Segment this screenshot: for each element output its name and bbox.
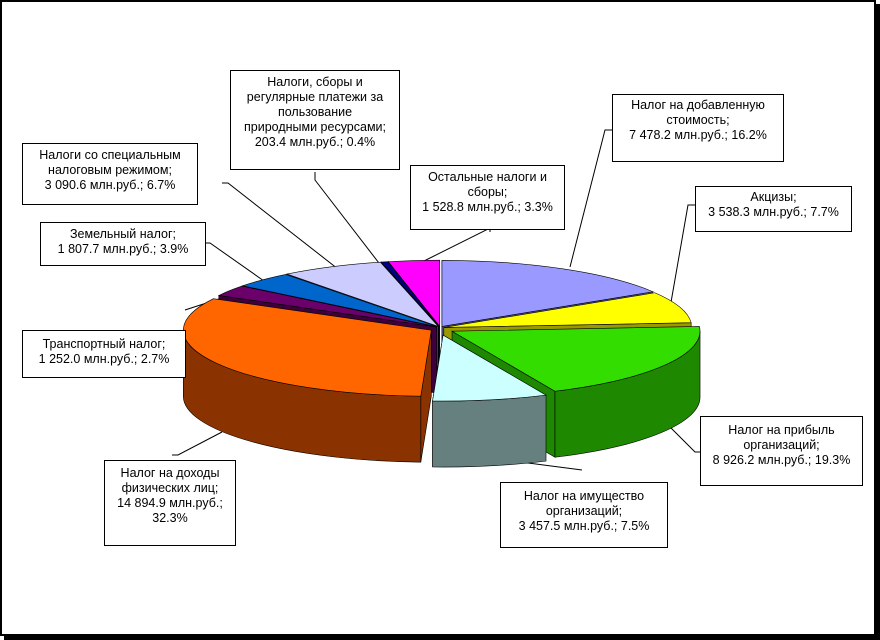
leader-line-special: [222, 182, 339, 270]
label-vat-line2: стоимость;: [666, 113, 730, 127]
slice-other-top: [387, 259, 440, 328]
leader-line-land: [205, 242, 265, 282]
label-natural-line4: природными ресурсами;: [243, 120, 387, 134]
label-profit-line2: организаций;: [743, 438, 820, 452]
label-vat-line3: 7 478.2 млн.руб.; 16.2%: [629, 128, 767, 142]
slice-profit-top: [450, 326, 701, 392]
label-vat: Налог на добавленную стоимость; 7 478.2 …: [612, 94, 784, 162]
label-property-line3: 3 457.5 млн.руб.; 7.5%: [518, 519, 650, 533]
label-ndfl-line1: Налог на доходы: [120, 466, 220, 480]
slice-ndfl: [182, 298, 432, 463]
slice-natural-top: [380, 261, 440, 327]
label-profit-line1: Налог на прибыль: [728, 423, 835, 437]
slice-land-top: [241, 274, 438, 328]
label-vat-line1: Налог на добавленную: [631, 98, 765, 112]
slice-excise-top: [443, 292, 692, 328]
leader-line-natural: [314, 172, 383, 268]
label-excise: Акцизы; 3 538.3 млн.руб.; 7.7%: [695, 186, 852, 232]
slice-property-top: [432, 334, 547, 402]
label-natural-line2: регулярные платежи за: [246, 90, 384, 104]
label-other: Остальные налоги и сборы; 1 528.8 млн.ру…: [410, 165, 565, 230]
label-excise-line1: Акцизы;: [750, 190, 797, 204]
label-natural-line5: 203.4 млн.руб.; 0.4%: [254, 135, 376, 149]
label-special: Налоги со специальным налоговым режимом;…: [22, 143, 198, 205]
label-land-line2: 1 807.7 млн.руб.; 3.9%: [57, 242, 189, 256]
label-other-line2: сборы;: [467, 185, 508, 199]
label-property: Налог на имущество организаций; 3 457.5 …: [500, 482, 668, 548]
leader-line-profit: [667, 424, 700, 453]
label-natural-line3: пользование: [277, 105, 353, 119]
label-excise-line2: 3 538.3 млн.руб.; 7.7%: [708, 205, 839, 219]
label-ndfl-line3: 14 894.9 млн.руб.;: [117, 496, 223, 510]
label-other-line3: 1 528.8 млн.руб.; 3.3%: [422, 200, 553, 214]
slice-property-side-0: [432, 394, 547, 468]
slice-property: [432, 334, 547, 468]
label-special-line1: Налоги со специальным: [39, 148, 181, 162]
label-profit-line3: 8 926.2 млн.руб.; 19.3%: [712, 453, 851, 467]
label-land: Земельный налог; 1 807.7 млн.руб.; 3.9%: [40, 222, 206, 266]
label-property-line1: Налог на имущество: [523, 489, 645, 503]
slice-transport-top: [217, 285, 437, 328]
slice-special-top: [285, 261, 439, 327]
label-transport: Транспортный налог; 1 252.0 млн.руб.; 2.…: [22, 330, 186, 378]
leader-line-ndfl: [172, 431, 223, 456]
label-other-line1: Остальные налоги и: [428, 170, 547, 184]
label-profit: Налог на прибыль организаций; 8 926.2 мл…: [700, 416, 863, 486]
leader-line-vat: [569, 129, 612, 268]
label-transport-line1: Транспортный налог;: [42, 337, 166, 351]
leader-line-excise: [669, 204, 695, 309]
label-special-line2: налоговым режимом;: [48, 163, 172, 177]
label-ndfl: Налог на доходы физических лиц; 14 894.9…: [104, 460, 236, 546]
label-transport-line2: 1 252.0 млн.руб.; 2.7%: [38, 352, 170, 366]
label-land-line1: Земельный налог;: [69, 227, 177, 241]
leader-line-other: [421, 227, 491, 263]
label-ndfl-line2: физических лиц;: [121, 481, 219, 495]
label-natural: Налоги, сборы и регулярные платежи за по…: [230, 70, 400, 170]
label-natural-line1: Налоги, сборы и: [267, 75, 363, 89]
slice-ndfl-top: [183, 298, 432, 397]
label-special-line3: 3 090.6 млн.руб.; 6.7%: [44, 178, 176, 192]
label-ndfl-line4: 32.3%: [152, 511, 188, 525]
label-property-line2: организаций;: [545, 504, 623, 518]
slice-vat-top: [441, 260, 655, 327]
